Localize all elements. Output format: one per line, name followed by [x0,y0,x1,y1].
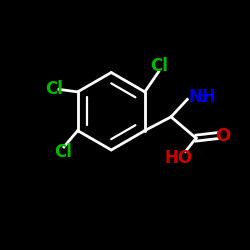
Text: HO: HO [165,149,193,167]
Text: 2: 2 [200,94,208,104]
Text: O: O [215,127,230,144]
Text: Cl: Cl [45,80,63,98]
Text: Cl: Cl [150,57,168,74]
Text: Cl: Cl [54,143,72,161]
Text: NH: NH [188,88,216,106]
